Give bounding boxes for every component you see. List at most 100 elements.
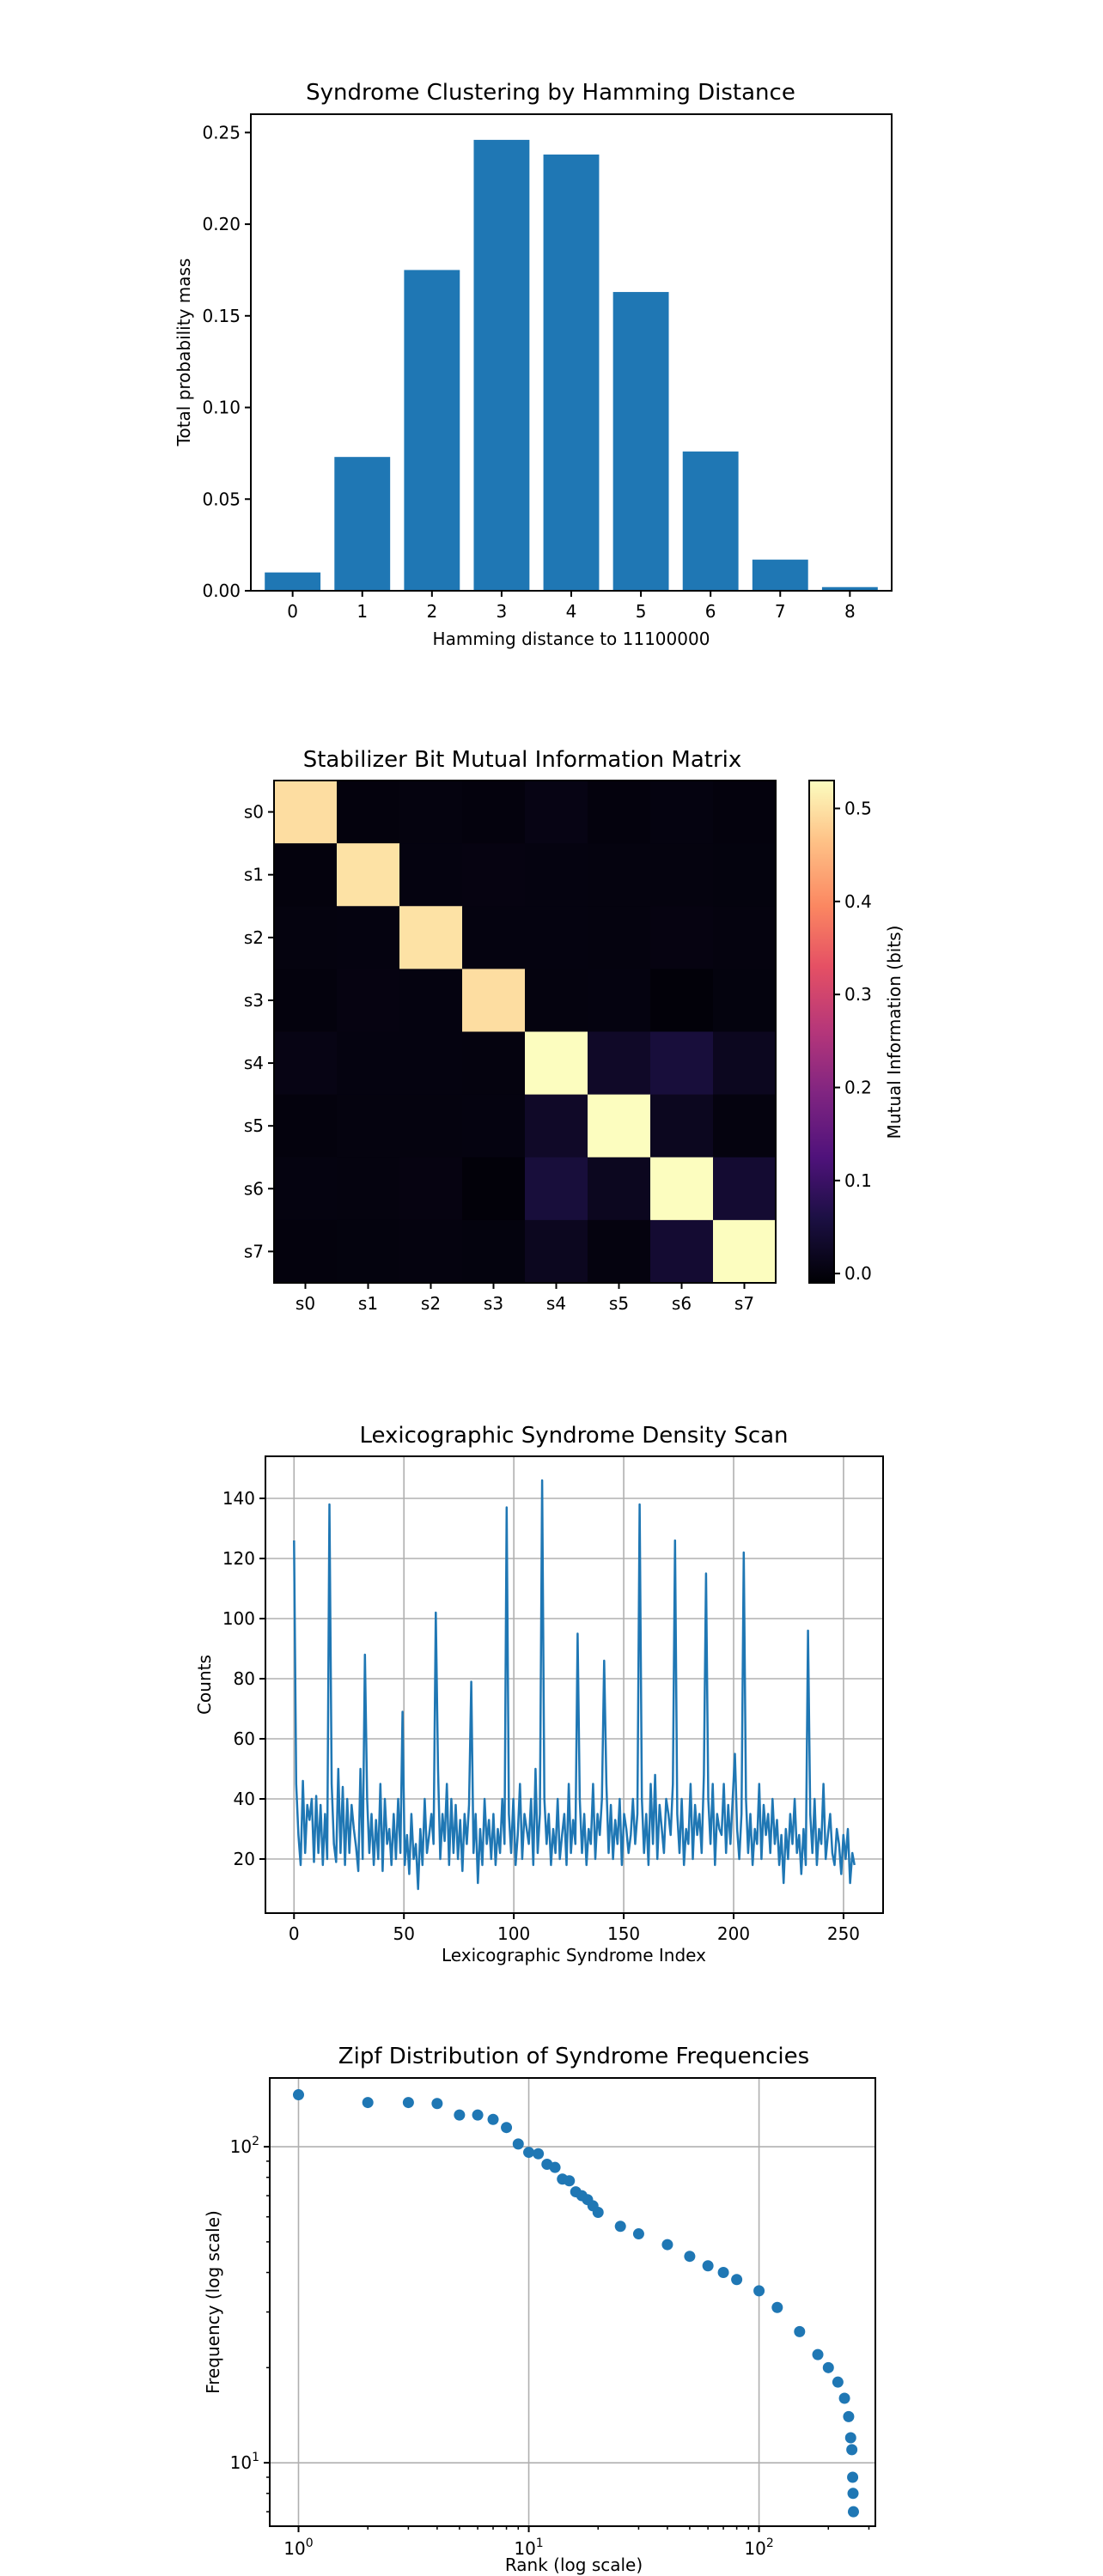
- y-tick-label: s2: [244, 927, 264, 948]
- data-point: [684, 2251, 696, 2263]
- cell-s0-s4: [525, 781, 588, 844]
- data-point: [838, 2392, 850, 2404]
- cell-s1-s2: [399, 843, 463, 907]
- x-tick-label: 200: [717, 1923, 750, 1944]
- chart1-x-label: Hamming distance to 11100000: [433, 629, 710, 649]
- x-tick-label: 102: [744, 2537, 773, 2559]
- data-point: [362, 2097, 374, 2109]
- x-tick-label: s3: [484, 1293, 503, 1314]
- y-tick-label: 101: [230, 2451, 259, 2473]
- y-tick-label: s6: [244, 1178, 264, 1199]
- chart4-x-label: Rank (log scale): [505, 2555, 643, 2575]
- cell-s0-s3: [462, 781, 526, 844]
- data-point: [523, 2147, 535, 2159]
- data-point: [549, 2161, 561, 2173]
- chart3-y-label: Counts: [194, 1655, 215, 1715]
- x-tick-label: s1: [358, 1293, 378, 1314]
- data-point: [731, 2274, 743, 2286]
- x-tick-label: 0: [289, 1923, 300, 1944]
- chart3-axes-frame: [265, 1455, 884, 1914]
- chart-hamming-bar: Syndrome Clustering by Hamming Distance …: [174, 80, 893, 649]
- y-tick-label: 40: [234, 1789, 255, 1809]
- cell-s5-s2: [399, 1094, 463, 1158]
- cell-s0-s5: [588, 781, 651, 844]
- chart1-title: Syndrome Clustering by Hamming Distance: [306, 80, 795, 106]
- colorbar-tick-label: 0.1: [844, 1170, 872, 1191]
- cell-s7-s3: [462, 1219, 526, 1284]
- chart2-x-ticks: s0 s1 s2 s3 s4 s5 s6 s7: [296, 1283, 754, 1314]
- chart1-x-ticks: 0 1 2 3 4 5 6 7 8: [287, 591, 856, 622]
- y-tick-label: 102: [230, 2135, 259, 2157]
- data-point: [512, 2138, 524, 2150]
- data-point: [771, 2301, 783, 2313]
- y-tick-label: 120: [222, 1548, 255, 1569]
- bar-3: [473, 139, 530, 591]
- cell-s7-s2: [399, 1219, 463, 1284]
- cell-s1-s4: [525, 843, 588, 907]
- x-tick-label: 5: [636, 601, 647, 622]
- cell-s6-s2: [399, 1157, 463, 1221]
- chart4-y-ticks: 101 102: [230, 2135, 270, 2512]
- chart1-bars: [265, 139, 878, 591]
- x-tick-label: s4: [546, 1293, 566, 1314]
- cell-s3-s4: [525, 969, 588, 1032]
- x-tick-label: s5: [609, 1293, 629, 1314]
- y-tick-label: 20: [234, 1849, 255, 1869]
- data-point: [753, 2285, 765, 2297]
- y-tick-label: 0.10: [202, 398, 241, 418]
- data-point: [847, 2488, 859, 2500]
- chart3-title: Lexicographic Syndrome Density Scan: [359, 1423, 788, 1449]
- x-tick-label: s2: [421, 1293, 441, 1314]
- cell-s2-s5: [588, 906, 651, 969]
- colorbar-tick-label: 0.0: [844, 1263, 872, 1284]
- chart3-x-label: Lexicographic Syndrome Index: [442, 1945, 706, 1965]
- x-tick-label: 6: [705, 601, 716, 622]
- data-point: [702, 2260, 714, 2272]
- data-point: [614, 2221, 626, 2233]
- chart4-x-ticks: 100 101 102: [283, 2526, 870, 2559]
- cell-s1-s7: [713, 843, 777, 907]
- chart4-grid: [270, 2078, 875, 2526]
- colorbar-tick-label: 0.2: [844, 1078, 872, 1098]
- cell-s5-s7: [713, 1094, 777, 1158]
- cell-s4-s1: [337, 1031, 400, 1096]
- cell-s5-s6: [650, 1094, 714, 1158]
- chart4-title: Zipf Distribution of Syndrome Frequencie…: [338, 2044, 809, 2069]
- colorbar-tick-label: 0.5: [844, 799, 872, 819]
- chart1-y-label: Total probability mass: [174, 258, 194, 447]
- cell-s6-s5: [588, 1157, 651, 1221]
- chart2-colorbar-ticks: 0.0 0.1 0.2 0.3 0.4 0.5: [834, 799, 872, 1284]
- cell-s2-s0: [274, 906, 338, 969]
- x-tick-label: s0: [296, 1293, 315, 1314]
- cell-s5-s4: [525, 1094, 588, 1158]
- chart1-axes-frame: [250, 113, 893, 592]
- y-tick-label: s1: [244, 865, 264, 885]
- cell-s6-s3: [462, 1157, 526, 1221]
- y-tick-label: 0.15: [202, 306, 241, 326]
- cell-s4-s7: [713, 1031, 777, 1096]
- data-point: [812, 2348, 824, 2360]
- cell-s5-s3: [462, 1094, 526, 1158]
- colorbar-tick-label: 0.4: [844, 891, 872, 912]
- data-point: [847, 2506, 859, 2518]
- cell-s0-s2: [399, 781, 463, 844]
- data-point: [846, 2444, 858, 2456]
- chart-zipf-scatter: Zipf Distribution of Syndrome Frequencie…: [203, 2044, 876, 2575]
- bar-8: [821, 586, 878, 591]
- y-tick-label: s4: [244, 1053, 264, 1073]
- data-point: [564, 2175, 576, 2187]
- y-tick-label: 0.00: [202, 580, 241, 601]
- cell-s2-s4: [525, 906, 588, 969]
- data-point: [843, 2410, 855, 2422]
- chart4-points: [292, 2089, 859, 2518]
- cell-s2-s2: [399, 906, 463, 969]
- chart-density-scan-line: Lexicographic Syndrome Density Scan 0 50 1…: [194, 1423, 884, 1965]
- cell-s7-s0: [274, 1219, 338, 1284]
- chart2-cells: [274, 781, 777, 1284]
- cell-s3-s6: [650, 969, 714, 1032]
- data-point: [661, 2239, 673, 2251]
- cell-s4-s6: [650, 1031, 714, 1096]
- cell-s1-s0: [274, 843, 338, 907]
- data-point: [501, 2122, 513, 2134]
- x-tick-label: 250: [827, 1923, 860, 1944]
